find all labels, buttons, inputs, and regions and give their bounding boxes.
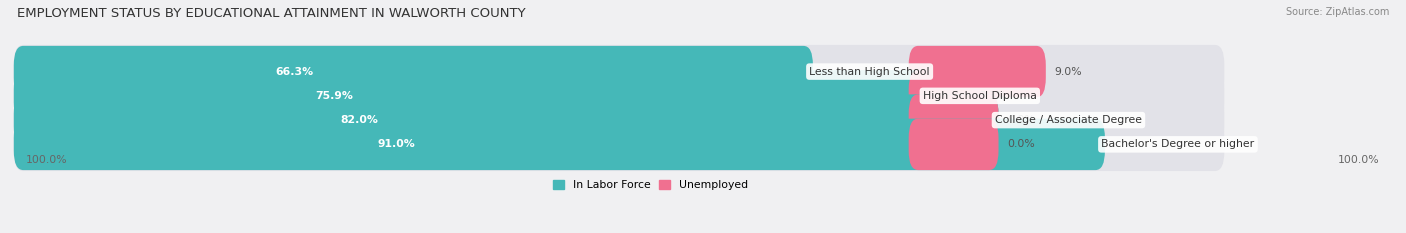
FancyBboxPatch shape — [14, 119, 1105, 170]
Text: 100.0%: 100.0% — [25, 155, 67, 165]
FancyBboxPatch shape — [14, 70, 927, 122]
Text: Less than High School: Less than High School — [810, 67, 929, 77]
FancyBboxPatch shape — [14, 45, 1225, 98]
Text: 3.3%: 3.3% — [979, 91, 1007, 101]
Text: High School Diploma: High School Diploma — [922, 91, 1036, 101]
Text: 0.0%: 0.0% — [1007, 115, 1035, 125]
Legend: In Labor Force, Unemployed: In Labor Force, Unemployed — [553, 180, 748, 190]
Text: 91.0%: 91.0% — [377, 139, 415, 149]
Text: 9.0%: 9.0% — [1054, 67, 1081, 77]
Text: 75.9%: 75.9% — [315, 91, 353, 101]
Text: Source: ZipAtlas.com: Source: ZipAtlas.com — [1285, 7, 1389, 17]
FancyBboxPatch shape — [14, 93, 1225, 147]
Text: Bachelor's Degree or higher: Bachelor's Degree or higher — [1101, 139, 1254, 149]
FancyBboxPatch shape — [14, 46, 813, 97]
FancyBboxPatch shape — [908, 70, 972, 122]
FancyBboxPatch shape — [908, 46, 1046, 97]
Text: 82.0%: 82.0% — [340, 115, 378, 125]
FancyBboxPatch shape — [14, 94, 998, 146]
Text: EMPLOYMENT STATUS BY EDUCATIONAL ATTAINMENT IN WALWORTH COUNTY: EMPLOYMENT STATUS BY EDUCATIONAL ATTAINM… — [17, 7, 526, 20]
Text: College / Associate Degree: College / Associate Degree — [995, 115, 1142, 125]
Text: 0.0%: 0.0% — [1007, 139, 1035, 149]
Text: 100.0%: 100.0% — [1337, 155, 1379, 165]
FancyBboxPatch shape — [14, 69, 1225, 123]
FancyBboxPatch shape — [908, 119, 998, 170]
FancyBboxPatch shape — [14, 118, 1225, 171]
FancyBboxPatch shape — [908, 94, 998, 146]
Text: 66.3%: 66.3% — [276, 67, 314, 77]
